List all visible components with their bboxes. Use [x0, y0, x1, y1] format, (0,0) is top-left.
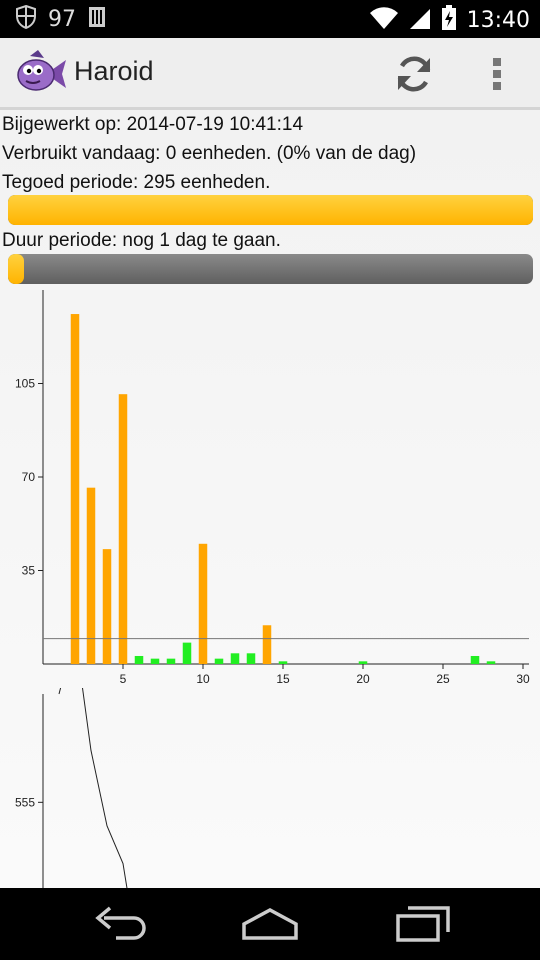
x-tick-label: 20: [356, 672, 370, 686]
clock: 13:40: [466, 7, 530, 33]
usage-bar: [182, 642, 192, 664]
updated-label: Bijgewerkt op: 2014-07-19 10:41:14: [2, 114, 304, 135]
battery-charging-icon: [441, 5, 457, 35]
credit-period-label: Tegoed periode: 295 eenheden.: [2, 172, 271, 193]
used-today-label: Verbruikt vandaag: 0 eenheden. (0% van d…: [2, 143, 417, 164]
y-tick-label: 105: [15, 377, 35, 391]
duration-progress-bar: [8, 254, 533, 284]
y-tick-label: 555: [15, 795, 35, 809]
refresh-icon[interactable]: [392, 52, 436, 96]
usage-bar: [246, 653, 256, 664]
credit-progress-fill: [8, 195, 533, 225]
shield-icon: [16, 4, 36, 33]
status-bar: 97 13:40: [0, 0, 540, 38]
usage-bar: [214, 658, 224, 664]
x-tick-label: 30: [516, 672, 530, 686]
app-title: Haroid: [74, 56, 154, 86]
usage-bar: [102, 549, 112, 664]
credit-progress-bar: [8, 195, 533, 225]
usage-bar: [166, 658, 176, 664]
usage-bar: [278, 661, 288, 664]
usage-bar: [86, 487, 96, 664]
credit-history-line-chart: 370555: [15, 688, 128, 888]
action-bar: Haroid: [0, 38, 540, 110]
usage-bar: [118, 394, 128, 664]
recent-apps-icon[interactable]: [392, 902, 452, 946]
fish-logo-icon[interactable]: [16, 50, 68, 98]
x-tick-label: 10: [196, 672, 210, 686]
y-tick-label: 35: [22, 564, 36, 578]
x-tick-label: 5: [120, 672, 127, 686]
overflow-menu-icon[interactable]: [482, 52, 512, 96]
y-tick-label: 70: [22, 470, 36, 484]
usage-bar: [262, 625, 272, 664]
credit-series-line: [58, 688, 128, 888]
signal-icon: [409, 6, 431, 34]
notification-count: 97: [48, 6, 76, 32]
x-tick-label: 15: [276, 672, 290, 686]
usage-bar: [358, 661, 368, 664]
usage-bar: [470, 655, 480, 664]
duration-progress-fill: [8, 254, 24, 284]
navigation-bar: [0, 888, 540, 960]
home-icon[interactable]: [240, 902, 300, 946]
daily-usage-bar-chart: 35 70 105 5 10 15 20 25 30: [15, 290, 530, 686]
usage-bar: [230, 653, 240, 664]
wifi-icon: [369, 6, 399, 34]
sim-card-icon: [88, 5, 106, 33]
usage-bar: [70, 314, 80, 664]
usage-bar: [150, 658, 160, 664]
x-tick-label: 25: [436, 672, 450, 686]
usage-bar: [134, 655, 144, 664]
content-area: Bijgewerkt op: 2014-07-19 10:41:14 Verbr…: [0, 110, 540, 888]
usage-bar: [486, 661, 496, 664]
back-icon[interactable]: [90, 902, 150, 946]
duration-period-label: Duur periode: nog 1 dag te gaan.: [2, 230, 281, 251]
usage-bar: [198, 543, 208, 664]
